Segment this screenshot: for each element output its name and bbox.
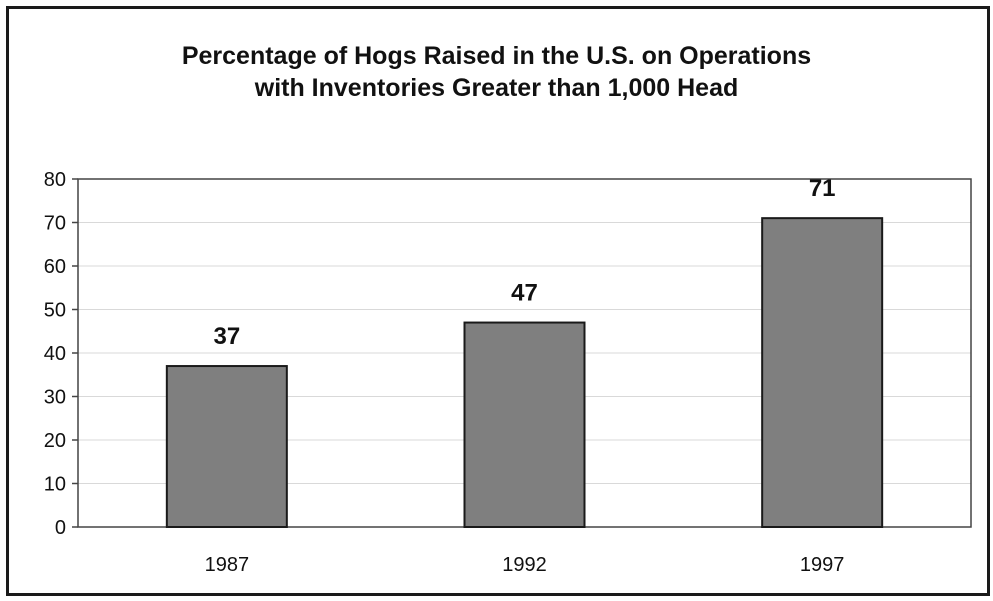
x-tick-label-1992: 1992 xyxy=(502,554,547,576)
bar-1997 xyxy=(761,217,884,528)
y-tick-label: 0 xyxy=(55,517,66,539)
y-axis-ticks: 0 10 20 30 40 50 60 70 80 xyxy=(44,169,78,539)
y-tick-label: 30 xyxy=(44,387,66,409)
value-label-1987: 37 xyxy=(213,323,240,350)
y-tick-label: 10 xyxy=(44,474,66,496)
x-tick-label-1997: 1997 xyxy=(800,554,845,576)
y-tick-label: 50 xyxy=(44,300,66,322)
bar-1987 xyxy=(165,365,288,528)
y-tick-label: 70 xyxy=(44,213,66,235)
y-tick-label: 40 xyxy=(44,343,66,365)
value-label-1997: 71 xyxy=(809,175,836,202)
bars xyxy=(165,217,884,528)
x-tick-label-1987: 1987 xyxy=(205,554,250,576)
chart-title: Percentage of Hogs Raised in the U.S. on… xyxy=(0,40,993,104)
y-tick-label: 80 xyxy=(44,169,66,191)
y-tick-label: 60 xyxy=(44,256,66,278)
x-axis-labels: 1987 1992 1997 xyxy=(205,554,845,576)
chart-title-line-1: Percentage of Hogs Raised in the U.S. on… xyxy=(181,42,812,70)
chart-title-line-2: with Inventories Greater than 1,000 Head xyxy=(254,74,739,102)
value-labels: 37 47 71 xyxy=(213,175,835,350)
y-tick-label: 20 xyxy=(44,430,66,452)
value-label-1992: 47 xyxy=(511,280,538,307)
bar-1992 xyxy=(463,321,586,528)
